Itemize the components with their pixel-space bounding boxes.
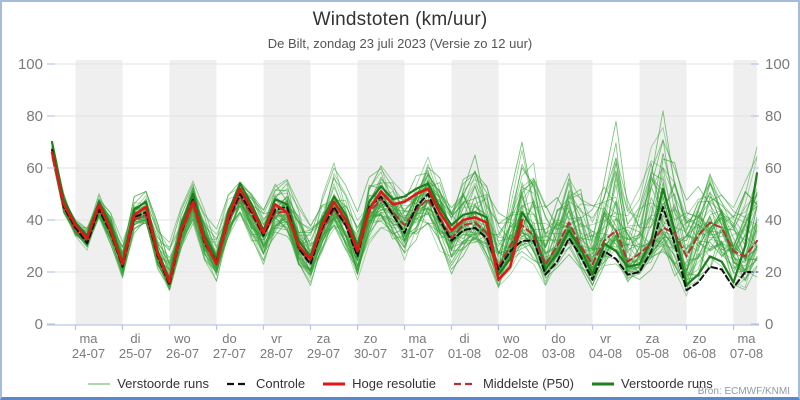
chart-legend: Verstoorde runs Controle Hoge resolutie … <box>2 376 798 391</box>
x-tick-label-day: vr <box>600 331 612 346</box>
y-tick-label-right: 60 <box>765 160 782 177</box>
legend-item-middelste-p50: Middelste (P50) <box>453 376 574 391</box>
x-tick-label-day: do <box>551 331 565 346</box>
darkred-dashed-line-icon <box>453 382 476 385</box>
black-dashed-line-icon <box>226 382 249 385</box>
y-tick-label-right: 20 <box>765 264 782 281</box>
ensemble-member-line <box>51 149 758 287</box>
legend-item-verstoorde-runs-bold: Verstoorde runs <box>591 376 713 391</box>
y-tick-label-right: 100 <box>765 56 790 73</box>
x-tick-label-day: za <box>317 331 332 346</box>
x-tick-label-day: di <box>130 331 140 346</box>
y-tick-label-left: 60 <box>26 160 43 177</box>
x-tick-label-date: 31-07 <box>401 346 434 361</box>
x-tick-label-day: zo <box>364 331 378 346</box>
x-tick-label-date: 04-08 <box>589 346 622 361</box>
ensemble-member-line <box>51 127 758 266</box>
y-tick-label-left: 100 <box>18 56 43 73</box>
chart-subtitle: De Bilt, zondag 23 juli 2023 (Versie zo … <box>267 36 533 51</box>
ensemble-member-line <box>51 156 758 288</box>
x-tick-label-date: 25-07 <box>119 346 152 361</box>
legend-label: Controle <box>255 376 306 391</box>
x-tick-label-day: ma <box>737 331 756 346</box>
x-tick-label-date: 01-08 <box>448 346 481 361</box>
legend-item-controle: Controle <box>226 376 305 391</box>
x-tick-label-date: 29-07 <box>307 346 340 361</box>
legend-item-hoge-resolutie: Hoge resolutie <box>322 376 436 391</box>
x-tick-label-date: 07-08 <box>730 346 763 361</box>
ensemble-member-line <box>51 145 758 271</box>
y-tick-label-right: 40 <box>765 212 782 229</box>
legend-item-verstoorde-runs-thin: Verstoorde runs <box>87 376 209 391</box>
y-tick-label-left: 80 <box>26 108 43 125</box>
x-tick-label-date: 03-08 <box>542 346 575 361</box>
x-tick-label-day: wo <box>173 331 191 346</box>
bold-green-line-icon <box>592 382 614 385</box>
x-tick-label-day: zo <box>693 331 707 346</box>
legend-label: Hoge resolutie <box>352 376 436 391</box>
x-tick-label-date: 30-07 <box>354 346 387 361</box>
day-band <box>75 60 123 325</box>
x-tick-label-date: 06-08 <box>683 346 716 361</box>
x-tick-label-day: za <box>646 331 661 346</box>
y-tick-label-right: 0 <box>765 316 773 333</box>
chart-title: Windstoten (km/uur) <box>312 9 488 30</box>
red-line-icon <box>323 382 346 385</box>
x-tick-label-date: 24-07 <box>72 346 105 361</box>
ensemble-member-line <box>51 155 758 291</box>
source-attribution: Bron: ECMWF/KNMI <box>697 386 790 397</box>
x-tick-label-date: 05-08 <box>636 346 669 361</box>
x-tick-label-day: ma <box>79 331 98 346</box>
x-tick-label-day: ma <box>408 331 427 346</box>
legend-label: Verstoorde runs <box>621 376 713 391</box>
ensemble-member-line <box>51 152 758 288</box>
y-tick-label-right: 80 <box>765 108 782 125</box>
y-tick-label-left: 20 <box>26 264 43 281</box>
day-band <box>451 60 499 325</box>
y-tick-label-left: 0 <box>35 316 43 333</box>
x-tick-label-day: di <box>459 331 469 346</box>
y-tick-label-left: 40 <box>26 212 43 229</box>
x-tick-label-date: 27-07 <box>213 346 246 361</box>
legend-label: Middelste (P50) <box>482 376 574 391</box>
thin-green-line-icon <box>88 382 111 385</box>
x-tick-label-date: 28-07 <box>260 346 293 361</box>
x-tick-label-day: vr <box>271 331 283 346</box>
x-tick-label-day: wo <box>502 331 520 346</box>
x-tick-label-date: 26-07 <box>166 346 199 361</box>
x-tick-label-day: do <box>222 331 236 346</box>
controle-line <box>51 148 758 292</box>
legend-label: Verstoorde runs <box>117 376 209 391</box>
hres-line <box>50 151 524 284</box>
x-tick-label-date: 02-08 <box>495 346 528 361</box>
